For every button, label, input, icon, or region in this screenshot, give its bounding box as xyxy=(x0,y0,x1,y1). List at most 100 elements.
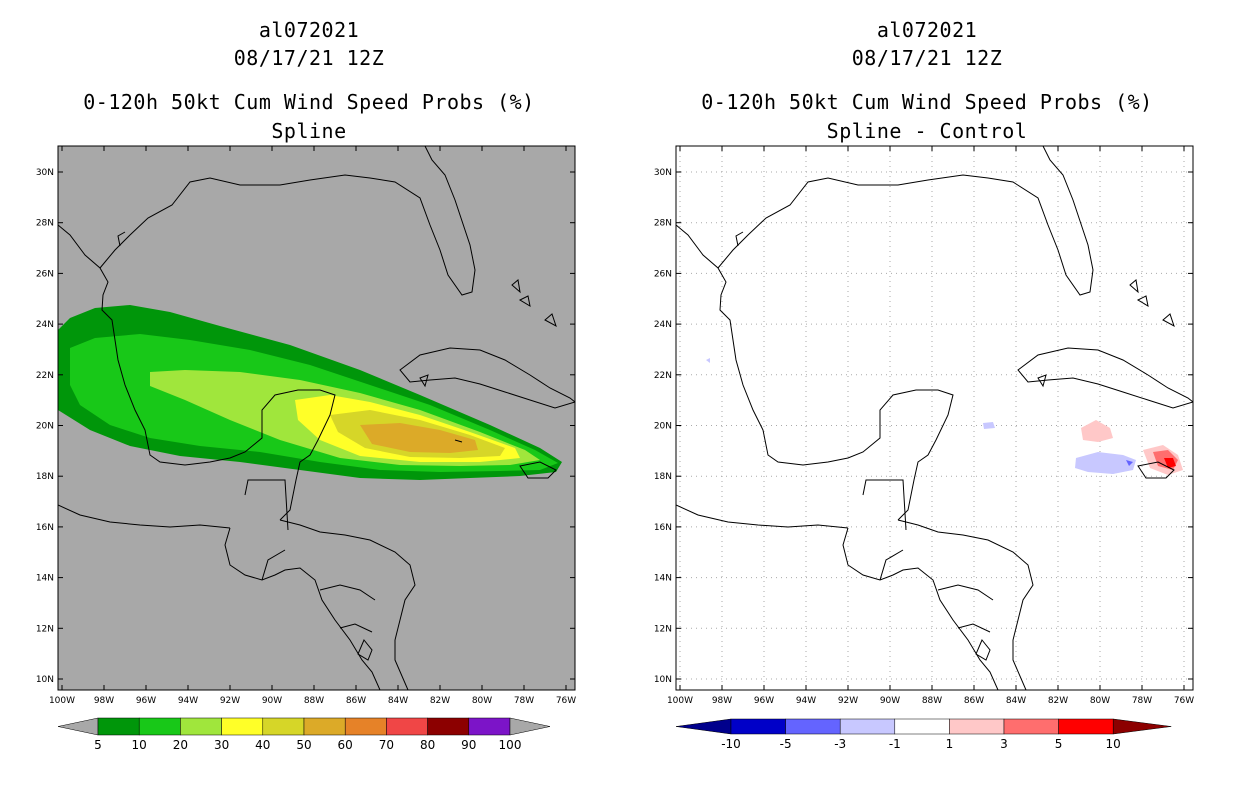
storm-id-title: al072021 xyxy=(876,18,978,42)
lat-tick-label: 20N xyxy=(36,422,54,432)
colorbar-swatch xyxy=(180,717,222,736)
colorbar-label: 30 xyxy=(214,738,229,752)
date-title: 08/17/21 12Z xyxy=(851,46,1003,70)
probability-map: 30N 28N 26N 24N 22N 20N 18N 16N 14N 12N 10N 100W 98W… xyxy=(36,145,576,752)
contour-neg-3 xyxy=(1126,460,1133,466)
colorbar-label: 5 xyxy=(1055,737,1063,751)
axis-ticks: 30N 28N 26N 24N 22N 20N 18N 16N 14N 12N 10N 100W 98W… xyxy=(36,146,576,706)
colorbar-swatch xyxy=(894,718,950,735)
colorbar-label: 3 xyxy=(1000,737,1008,751)
lat-tick-label: 14N xyxy=(36,574,54,584)
product-title: 0-120h 50kt Cum Wind Speed Probs (%) xyxy=(701,90,1153,114)
colorbar-swatch xyxy=(839,718,896,735)
colorbar-swatch xyxy=(303,717,346,736)
lon-tick-label: 92W xyxy=(220,696,240,706)
colorbar-swatch xyxy=(1058,718,1114,735)
lat-tick-label: 22N xyxy=(36,371,54,381)
lon-tick-label: 86W xyxy=(964,696,984,706)
colorbar-label: 20 xyxy=(173,738,188,752)
lat-tick-label: 30N xyxy=(654,168,672,178)
lat-tick-label: 22N xyxy=(654,371,672,381)
lon-tick-label: 82W xyxy=(430,696,450,706)
colorbar-label: 1 xyxy=(946,737,954,751)
lon-tick-label: 100W xyxy=(49,696,75,706)
lon-tick-label: 98W xyxy=(94,696,114,706)
colorbar-swatch xyxy=(1003,718,1059,735)
lat-tick-label: 28N xyxy=(654,219,672,229)
colorbar-label: 40 xyxy=(255,738,270,752)
colorbar-label: -1 xyxy=(889,737,901,751)
colorbar-label: 50 xyxy=(296,738,311,752)
colorbar-label: 60 xyxy=(338,738,353,752)
lat-tick-label: 20N xyxy=(654,422,672,432)
lon-tick-label: 96W xyxy=(136,696,156,706)
lat-tick-label: 14N xyxy=(654,574,672,584)
colorbar-over-arrow xyxy=(509,717,551,736)
lat-tick-label: 10N xyxy=(36,675,54,685)
lon-tick-label: 92W xyxy=(838,696,858,706)
left-panel: al072021 08/17/21 12Z 0-120h 50kt Cum Wi… xyxy=(36,18,576,752)
lon-tick-label: 98W xyxy=(712,696,732,706)
right-panel: al072021 08/17/21 12Z 0-120h 50kt Cum Wi… xyxy=(618,0,1236,800)
lat-tick-label: 24N xyxy=(36,320,54,330)
difference-map: 30N 28N 26N 24N 22N 20N 18N 16N 14N 12N 10N 100W 98W… xyxy=(654,145,1194,751)
colorbar-swatch xyxy=(468,717,511,736)
colorbar: 5 10 20 30 40 50 60 70 80 90 100 xyxy=(57,717,551,752)
product-title: 0-120h 50kt Cum Wind Speed Probs (%) xyxy=(83,90,535,114)
lat-tick-label: 16N xyxy=(36,523,54,533)
lat-tick-label: 26N xyxy=(36,269,54,279)
lat-tick-label: 12N xyxy=(654,624,672,634)
lon-tick-label: 90W xyxy=(262,696,282,706)
lon-tick-label: 78W xyxy=(514,696,534,706)
colorbar-swatch xyxy=(785,718,841,735)
colorbar-under-arrow xyxy=(57,717,99,736)
lon-tick-label: 94W xyxy=(178,696,198,706)
lon-tick-label: 84W xyxy=(388,696,408,706)
lon-tick-label: 80W xyxy=(1090,696,1110,706)
colorbar-swatch xyxy=(427,717,470,736)
axis-ticks: 30N 28N 26N 24N 22N 20N 18N 16N 14N 12N 10N 100W 98W… xyxy=(654,146,1194,706)
probability-contours xyxy=(58,305,562,480)
colorbar-swatch xyxy=(386,717,428,736)
lon-tick-label: 94W xyxy=(796,696,816,706)
lon-tick-label: 82W xyxy=(1048,696,1068,706)
lon-tick-label: 78W xyxy=(1132,696,1152,706)
contour-pos-1a xyxy=(1081,420,1113,442)
lon-tick-label: 90W xyxy=(880,696,900,706)
coastlines xyxy=(676,146,1193,690)
lat-tick-label: 24N xyxy=(654,320,672,330)
map-background xyxy=(676,146,1193,690)
method-title: Spline - Control xyxy=(826,119,1028,143)
lon-tick-label: 100W xyxy=(667,696,693,706)
contour-neg-small xyxy=(983,422,995,429)
lon-tick-label: 84W xyxy=(1006,696,1026,706)
method-title: Spline xyxy=(271,119,347,143)
colorbar-label: 90 xyxy=(461,738,476,752)
colorbar-swatch xyxy=(262,717,305,736)
lon-tick-label: 86W xyxy=(346,696,366,706)
lat-tick-label: 10N xyxy=(654,675,672,685)
colorbar-swatch xyxy=(949,718,1005,735)
lat-tick-label: 18N xyxy=(654,472,672,482)
colorbar-label: -5 xyxy=(780,737,792,751)
coastlines xyxy=(58,146,575,690)
storm-id-title: al072021 xyxy=(258,18,360,42)
lon-tick-label: 88W xyxy=(304,696,324,706)
colorbar-label: -10 xyxy=(721,737,741,751)
colorbar-label: 10 xyxy=(1106,737,1121,751)
colorbar-over-arrow xyxy=(1112,718,1172,735)
colorbar-label: 70 xyxy=(379,738,394,752)
colorbar-under-arrow xyxy=(675,718,732,735)
colorbar-label: 5 xyxy=(94,738,102,752)
colorbar-swatch xyxy=(221,717,264,736)
lat-tick-label: 30N xyxy=(36,168,54,178)
lat-tick-label: 18N xyxy=(36,472,54,482)
lon-tick-label: 80W xyxy=(472,696,492,706)
lon-tick-label: 76W xyxy=(556,696,576,706)
lat-tick-label: 28N xyxy=(36,219,54,229)
colorbar-swatch xyxy=(97,717,140,736)
lon-tick-label: 96W xyxy=(754,696,774,706)
dotted-gridlines xyxy=(676,146,1193,690)
contour-neg-1 xyxy=(1075,452,1136,474)
lat-tick-label: 12N xyxy=(36,624,54,634)
